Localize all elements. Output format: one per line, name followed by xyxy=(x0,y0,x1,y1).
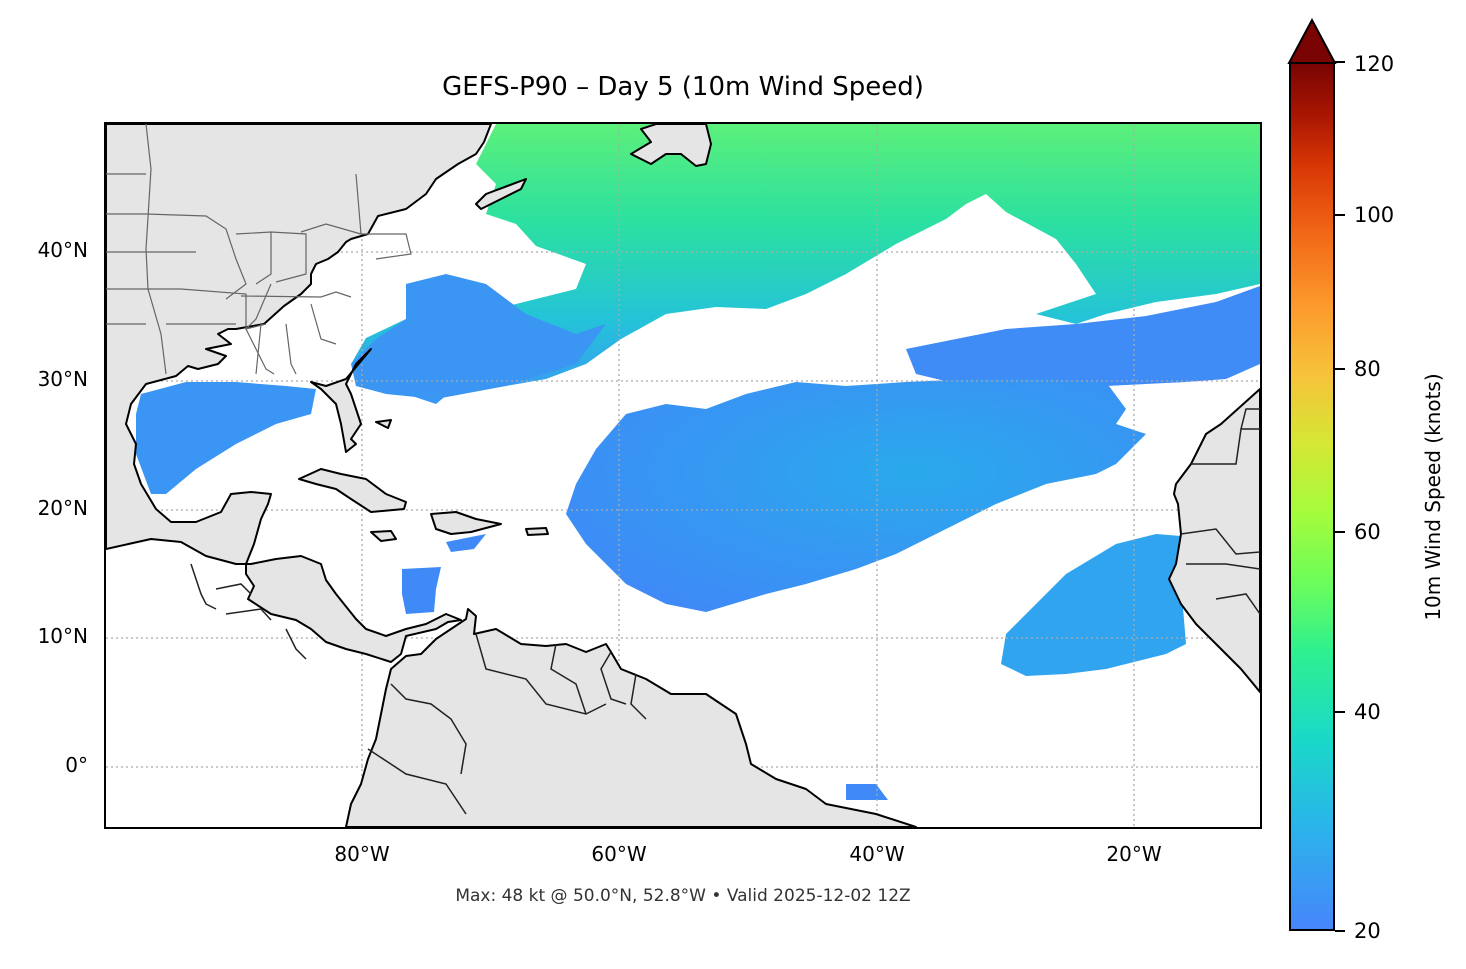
landmass-newfoundland xyxy=(630,124,712,167)
wind-us-coast xyxy=(351,274,606,399)
colorbar-extend-arrow-icon xyxy=(1287,18,1337,64)
colorbar-label-40: 40 xyxy=(1354,700,1381,724)
lat-tick-30n: 30°N xyxy=(37,367,88,391)
colorbar-tick xyxy=(1335,711,1345,713)
colorbar-label-60: 60 xyxy=(1354,520,1381,544)
lat-tick-20n: 20°N xyxy=(37,496,88,520)
lon-tick-20w: 20°W xyxy=(1106,842,1162,866)
landmass-jamaica xyxy=(370,530,397,542)
wind-gulf-of-mexico xyxy=(136,382,316,494)
lat-tick-10n: 10°N xyxy=(37,624,88,648)
colorbar-label-120: 120 xyxy=(1354,52,1395,76)
colorbar-tick xyxy=(1335,531,1345,533)
colorbar-tick xyxy=(1335,61,1345,63)
colorbar-label-20: 20 xyxy=(1354,919,1381,943)
colorbar-label-80: 80 xyxy=(1354,357,1381,381)
chart-title: GEFS-P90 – Day 5 (10m Wind Speed) xyxy=(442,72,924,102)
lon-tick-60w: 60°W xyxy=(591,842,647,866)
land xyxy=(106,124,1260,827)
colorbar-tick xyxy=(1335,930,1345,932)
map-panel xyxy=(104,122,1262,829)
footer-caption: Max: 48 kt @ 50.0°N, 52.8°W • Valid 2025… xyxy=(455,886,911,906)
wind-west-africa xyxy=(1001,534,1186,676)
wind-field xyxy=(136,124,1260,800)
wind-caribbean-patch xyxy=(402,567,441,614)
wind-subtropical-band xyxy=(906,286,1260,386)
landmass-puerto-rico xyxy=(525,527,549,536)
wind-trade-winds xyxy=(566,379,1146,612)
landmass-west-africa xyxy=(1168,388,1260,693)
landmass-florida xyxy=(310,348,372,453)
landmass-nova-scotia xyxy=(475,178,527,210)
wind-caribbean-patch xyxy=(446,534,486,552)
colorbar-label-100: 100 xyxy=(1354,203,1395,227)
landmass-south-america xyxy=(345,608,917,827)
lon-tick-40w: 40°W xyxy=(849,842,905,866)
wind-patch xyxy=(846,784,888,800)
colorbar-tick xyxy=(1335,368,1345,370)
landmass-hispaniola xyxy=(430,511,502,535)
map-canvas xyxy=(106,124,1260,827)
colorbar xyxy=(1289,62,1335,931)
country-borders xyxy=(190,408,1260,815)
lon-tick-80w: 80°W xyxy=(334,842,390,866)
landmass-north-america xyxy=(106,124,492,663)
landmass-cuba xyxy=(298,468,407,513)
lat-tick-0: 0° xyxy=(65,753,88,777)
landmass-bahamas xyxy=(375,419,392,429)
colorbar-title: 10m Wind Speed (knots) xyxy=(1421,373,1445,621)
state-borders xyxy=(106,124,412,375)
lat-tick-40n: 40°N xyxy=(37,238,88,262)
colorbar-tick xyxy=(1335,214,1345,216)
